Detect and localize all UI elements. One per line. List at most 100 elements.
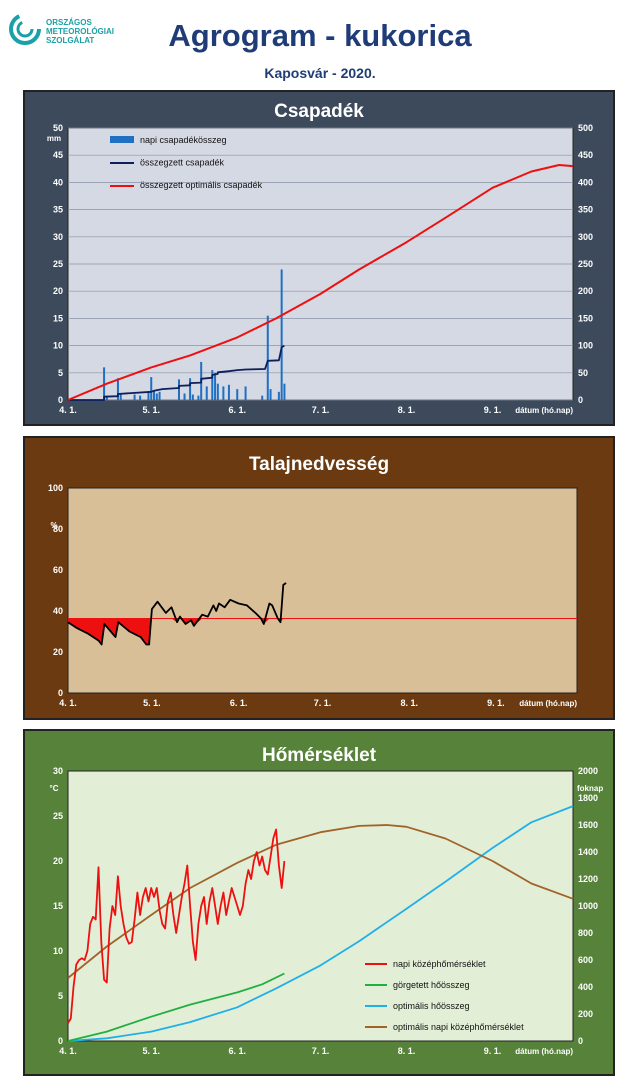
y-tick-label: 80 [53,524,63,534]
logo-swirl-icon [9,13,41,45]
y2-tick-label: 2000 [578,766,598,776]
y-axis-label: °C [50,784,59,793]
precip-bar [261,395,264,400]
y-tick-label: 40 [53,606,63,616]
y-tick-label: 0 [58,1036,63,1046]
x-tick-label: 9. 1. [487,698,505,708]
y2-tick-label: 150 [578,313,593,323]
precip-bar [277,391,280,400]
rolling-heat-line [67,972,285,1042]
y-axis-label: mm [47,134,61,143]
optimal-precip-line [67,164,574,401]
y2-tick-label: 50 [578,368,588,378]
y-tick-label: 100 [48,483,63,493]
cumulative-precip-line [68,344,285,401]
precip-bar [211,370,214,400]
x-tick-label: 9. 1. [484,405,502,415]
plot-area [67,487,578,694]
daily-temp-line [67,828,286,1024]
page-subtitle: Kaposvár - 2020. [264,65,376,81]
y2-tick-label: 1200 [578,874,598,884]
legend-swatch-bars [110,136,134,143]
x-tick-label: 7. 1. [314,698,332,708]
x-tick-label: 7. 1. [312,405,330,415]
precip-bar [116,378,119,400]
soil-chart: Talajnedvesség 0 20 40 60 80 100 4. 1. 5. 1. 6. 1… [48,454,578,708]
y-tick-label: 30 [53,766,63,776]
y2-tick-label: 800 [578,928,593,938]
precip-bar [222,386,225,400]
y-axis-label: % [50,521,57,530]
precip-bar [269,389,272,400]
y2-tick-label: 200 [578,286,593,296]
y2-tick-label: 450 [578,150,593,160]
y2-tick-label: 200 [578,1009,593,1019]
y-tick-label: 50 [53,123,63,133]
precip-bar [214,372,217,400]
precip-bar [147,391,150,400]
x-tick-label: 5. 1. [142,405,160,415]
x-tick-label: 6. 1. [229,1046,247,1056]
y-tick-label: 10 [53,341,63,351]
chart-title: Hőmérséklet [262,745,377,766]
x-tick-label: 5. 1. [142,1046,160,1056]
y-tick-label: 5 [58,991,63,1001]
x-tick-label: 8. 1. [398,405,416,415]
temp-panel: Hőmérséklet 0 5 10 15 20 25 30 0 200 400 600 800 1000… [23,729,615,1076]
y2-tick-label: 300 [578,232,593,242]
y2-tick-label: 400 [578,982,593,992]
y-tick-label: 5 [58,368,63,378]
precip-bar [205,386,208,400]
x-tick-label: 9. 1. [484,1046,502,1056]
y2-tick-label: 250 [578,259,593,269]
y-tick-label: 20 [53,286,63,296]
precip-bar [158,391,161,400]
y2-tick-label: 1400 [578,847,598,857]
y2-tick-label: 0 [578,395,583,405]
legend-entry: napi középhőmérséklet [393,959,486,969]
y-tick-label: 15 [53,901,63,911]
soil-panel: Talajnedvesség 0 20 40 60 80 100 4. 1. 5. 1. 6. 1… [23,436,615,720]
y-tick-label: 20 [53,856,63,866]
precip-bar [105,395,108,400]
x-tick-label: 5. 1. [143,698,161,708]
precip-bar [103,367,106,400]
precip-bar [266,315,269,400]
y-tick-label: 0 [58,395,63,405]
precip-panel: Csapadék 0 5 10 15 20 25 30 35 40 45 50 0 50 100 150 200… [23,90,615,426]
y-tick-label: 25 [53,259,63,269]
x-tick-label: 6. 1. [229,405,247,415]
legend-entry: napi csapadékösszeg [140,135,227,145]
legend-entry: összegzett optimális csapadék [140,180,263,190]
y-tick-label: 60 [53,565,63,575]
precip-bar [133,394,136,400]
temp-chart: Hőmérséklet 0 5 10 15 20 25 30 0 200 400 600 800 1000… [50,745,604,1056]
legend-entry: optimális hőösszeg [393,1001,470,1011]
precip-bar [197,395,200,400]
precip-bar [153,390,156,400]
x-axis-label: dátum (hó.nap) [515,406,573,415]
optimal-heat-line [67,805,574,1042]
y2-tick-label: 400 [578,177,593,187]
y-tick-label: 0 [58,688,63,698]
y-tick-label: 25 [53,811,63,821]
precip-bar [139,395,142,400]
optimal-temp-line [67,824,574,979]
x-tick-label: 4. 1. [59,1046,77,1056]
precip-bar [227,384,230,400]
precip-bar [216,383,219,400]
y-tick-label: 15 [53,313,63,323]
y2-tick-label: 1000 [578,901,598,911]
y2-tick-label: 500 [578,123,593,133]
soil-moisture-line [67,582,287,646]
y2-tick-label: 600 [578,955,593,965]
precip-bar [150,377,153,400]
precip-bar [236,389,239,400]
y2-tick-label: 350 [578,205,593,215]
precip-bar [283,383,286,400]
x-tick-label: 7. 1. [312,1046,330,1056]
y-tick-label: 40 [53,177,63,187]
y2-tick-label: 0 [578,1036,583,1046]
chart-title: Talajnedvesség [249,454,389,475]
x-axis-label: dátum (hó.nap) [515,1047,573,1056]
